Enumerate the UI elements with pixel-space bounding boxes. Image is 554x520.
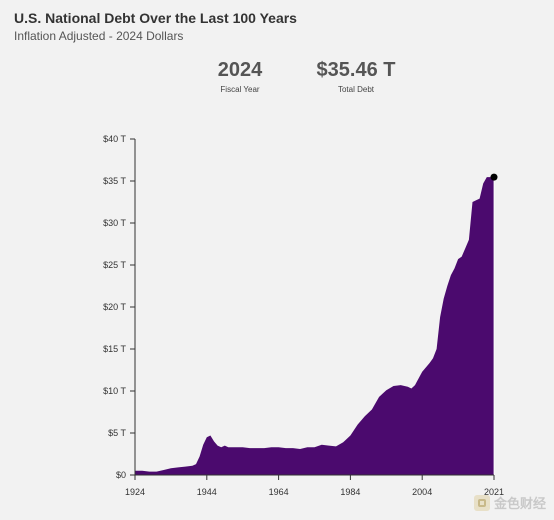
total-debt-stat: $35.46 T Total Debt [296,58,416,94]
y-tick-label: $25 T [103,260,126,270]
fiscal-year-value: 2024 [217,59,263,81]
chart-subtitle: Inflation Adjusted - 2024 Dollars [14,29,184,43]
y-tick-label: $0 [116,470,126,480]
watermark-text: 金色财经 [493,496,546,511]
y-tick-label: $5 T [108,428,126,438]
fiscal-year-label: Fiscal Year [220,85,260,94]
debt-area-series [135,177,494,475]
x-tick-label: 2021 [484,487,504,497]
fiscal-year-stat: 2024 Fiscal Year [180,58,300,94]
y-tick-label: $10 T [103,386,126,396]
chart-title: U.S. National Debt Over the Last 100 Yea… [14,10,297,26]
watermark-logo-icon [473,494,490,511]
y-tick-label: $20 T [103,302,126,312]
x-tick-label: 1984 [340,487,360,497]
watermark: 金色财经 [473,493,546,512]
y-tick-label: $35 T [103,176,126,186]
y-tick-label: $40 T [103,134,126,144]
current-debt-point [490,173,498,181]
y-tick-label: $15 T [103,344,126,354]
total-debt-label: Total Debt [337,85,375,94]
y-tick-label: $30 T [103,218,126,228]
total-debt-value: $35.46 T [316,59,396,81]
x-tick-label: 1924 [125,487,145,497]
x-tick-label: 1964 [269,487,289,497]
x-tick-label: 1944 [197,487,217,497]
x-tick-label: 2004 [412,487,432,497]
